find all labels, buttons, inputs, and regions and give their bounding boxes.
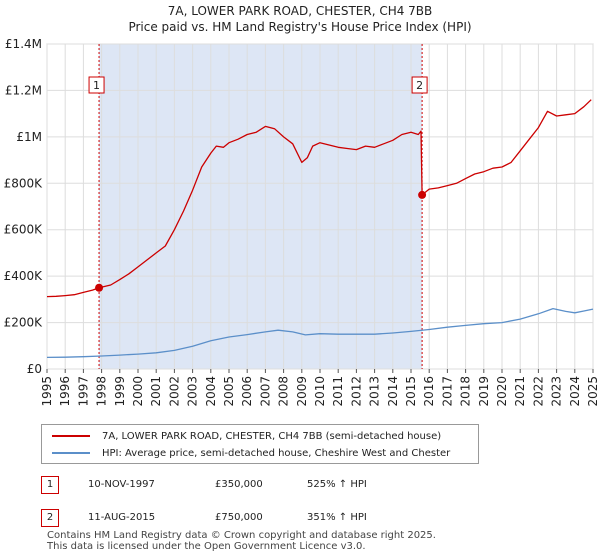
transaction-hpi: 525% ↑ HPI xyxy=(307,479,367,490)
x-tick-label: 1998 xyxy=(95,376,109,407)
transaction-number: 1 xyxy=(41,476,59,494)
x-tick-label: 2016 xyxy=(422,376,436,407)
x-tick-label: 1997 xyxy=(76,376,90,407)
footer-line-1: Contains HM Land Registry data © Crown c… xyxy=(47,530,436,541)
sale-point xyxy=(95,283,104,292)
y-tick-label: £0 xyxy=(27,362,42,376)
x-tick-label: 2008 xyxy=(277,376,291,407)
x-tick-label: 2002 xyxy=(167,376,181,407)
y-tick-label: £1M xyxy=(16,130,42,144)
footer-note: Contains HM Land Registry data © Crown c… xyxy=(47,530,436,552)
x-tick-label: 2013 xyxy=(368,376,382,407)
hpi-line xyxy=(46,307,594,359)
transaction-hpi: 351% ↑ HPI xyxy=(307,512,367,523)
x-tick-label: 2004 xyxy=(204,376,218,407)
x-tick-label: 2025 xyxy=(586,376,600,407)
price-chart: £0 £200K £400K £600K £800K £1M £1.2M £1.4M 1995 1… xyxy=(4,37,600,407)
x-tick-label: 2006 xyxy=(240,376,254,407)
y-tick-label: £600K xyxy=(4,223,44,237)
x-tick-label: 2017 xyxy=(440,376,454,407)
x-tick-label: 1995 xyxy=(40,376,54,407)
x-tick-label: 2022 xyxy=(531,376,545,407)
x-tick-label: 2001 xyxy=(149,376,163,407)
x-tick-label: 2012 xyxy=(349,376,363,407)
property-price-line xyxy=(46,99,592,298)
chart-title: 7A, LOWER PARK ROAD, CHESTER, CH4 7BB xyxy=(167,4,433,18)
sale-marker-box xyxy=(88,76,105,94)
x-tick-label: 2019 xyxy=(477,376,491,407)
x-tick-label: 2011 xyxy=(331,376,345,407)
chart-legend: 7A, LOWER PARK ROAD, CHESTER, CH4 7BB (s… xyxy=(41,424,479,464)
x-tick-label: 2003 xyxy=(186,376,200,407)
x-tick-label: 2018 xyxy=(459,376,473,407)
x-tick-label: 2010 xyxy=(313,376,327,407)
x-tick-label: 1999 xyxy=(113,376,127,407)
y-tick-label: £200K xyxy=(4,316,44,330)
table-row: 2 11-AUG-2015 £750,000 351% ↑ HPI xyxy=(41,509,561,529)
legend-label-property: 7A, LOWER PARK ROAD, CHESTER, CH4 7BB (s… xyxy=(102,430,442,442)
x-tick-label: 2015 xyxy=(404,376,418,407)
sale-point xyxy=(418,190,427,199)
x-tick-label: 1996 xyxy=(58,376,72,407)
sale-marker-label: 2 xyxy=(416,79,423,92)
y-tick-label: £800K xyxy=(4,176,44,190)
legend-swatch-hpi xyxy=(52,452,90,454)
transaction-price: £750,000 xyxy=(215,512,263,523)
legend-item-hpi: HPI: Average price, semi-detached house,… xyxy=(52,445,450,461)
shaded-period xyxy=(99,44,423,369)
transaction-date: 10-NOV-1997 xyxy=(88,479,155,490)
x-tick-label: 2014 xyxy=(386,376,400,407)
legend-label-hpi: HPI: Average price, semi-detached house,… xyxy=(102,447,451,459)
footer-line-2: This data is licensed under the Open Gov… xyxy=(47,541,366,552)
x-tick-label: 2020 xyxy=(495,376,509,407)
x-tick-label: 2009 xyxy=(295,376,309,407)
y-tick-label: £1.2M xyxy=(5,83,42,97)
legend-swatch-property xyxy=(52,435,90,437)
x-tick-label: 2007 xyxy=(258,376,272,407)
x-tick-label: 2023 xyxy=(550,376,564,407)
legend-item-property: 7A, LOWER PARK ROAD, CHESTER, CH4 7BB (s… xyxy=(52,428,441,444)
y-tick-label: £1.4M xyxy=(5,37,42,51)
transaction-date: 11-AUG-2015 xyxy=(88,512,156,523)
transaction-number: 2 xyxy=(41,509,59,527)
y-tick-label: £400K xyxy=(4,269,44,283)
chart-subtitle: Price paid vs. HM Land Registry's House … xyxy=(128,20,472,34)
x-tick-label: 2005 xyxy=(222,376,236,407)
table-row: 1 10-NOV-1997 £350,000 525% ↑ HPI xyxy=(41,476,561,496)
sale-marker-label: 1 xyxy=(93,79,100,92)
x-tick-label: 2021 xyxy=(513,376,527,407)
x-tick-label: 2000 xyxy=(131,376,145,407)
sale-marker-box xyxy=(411,76,428,94)
x-tick-label: 2024 xyxy=(568,376,582,407)
transaction-price: £350,000 xyxy=(215,479,263,490)
